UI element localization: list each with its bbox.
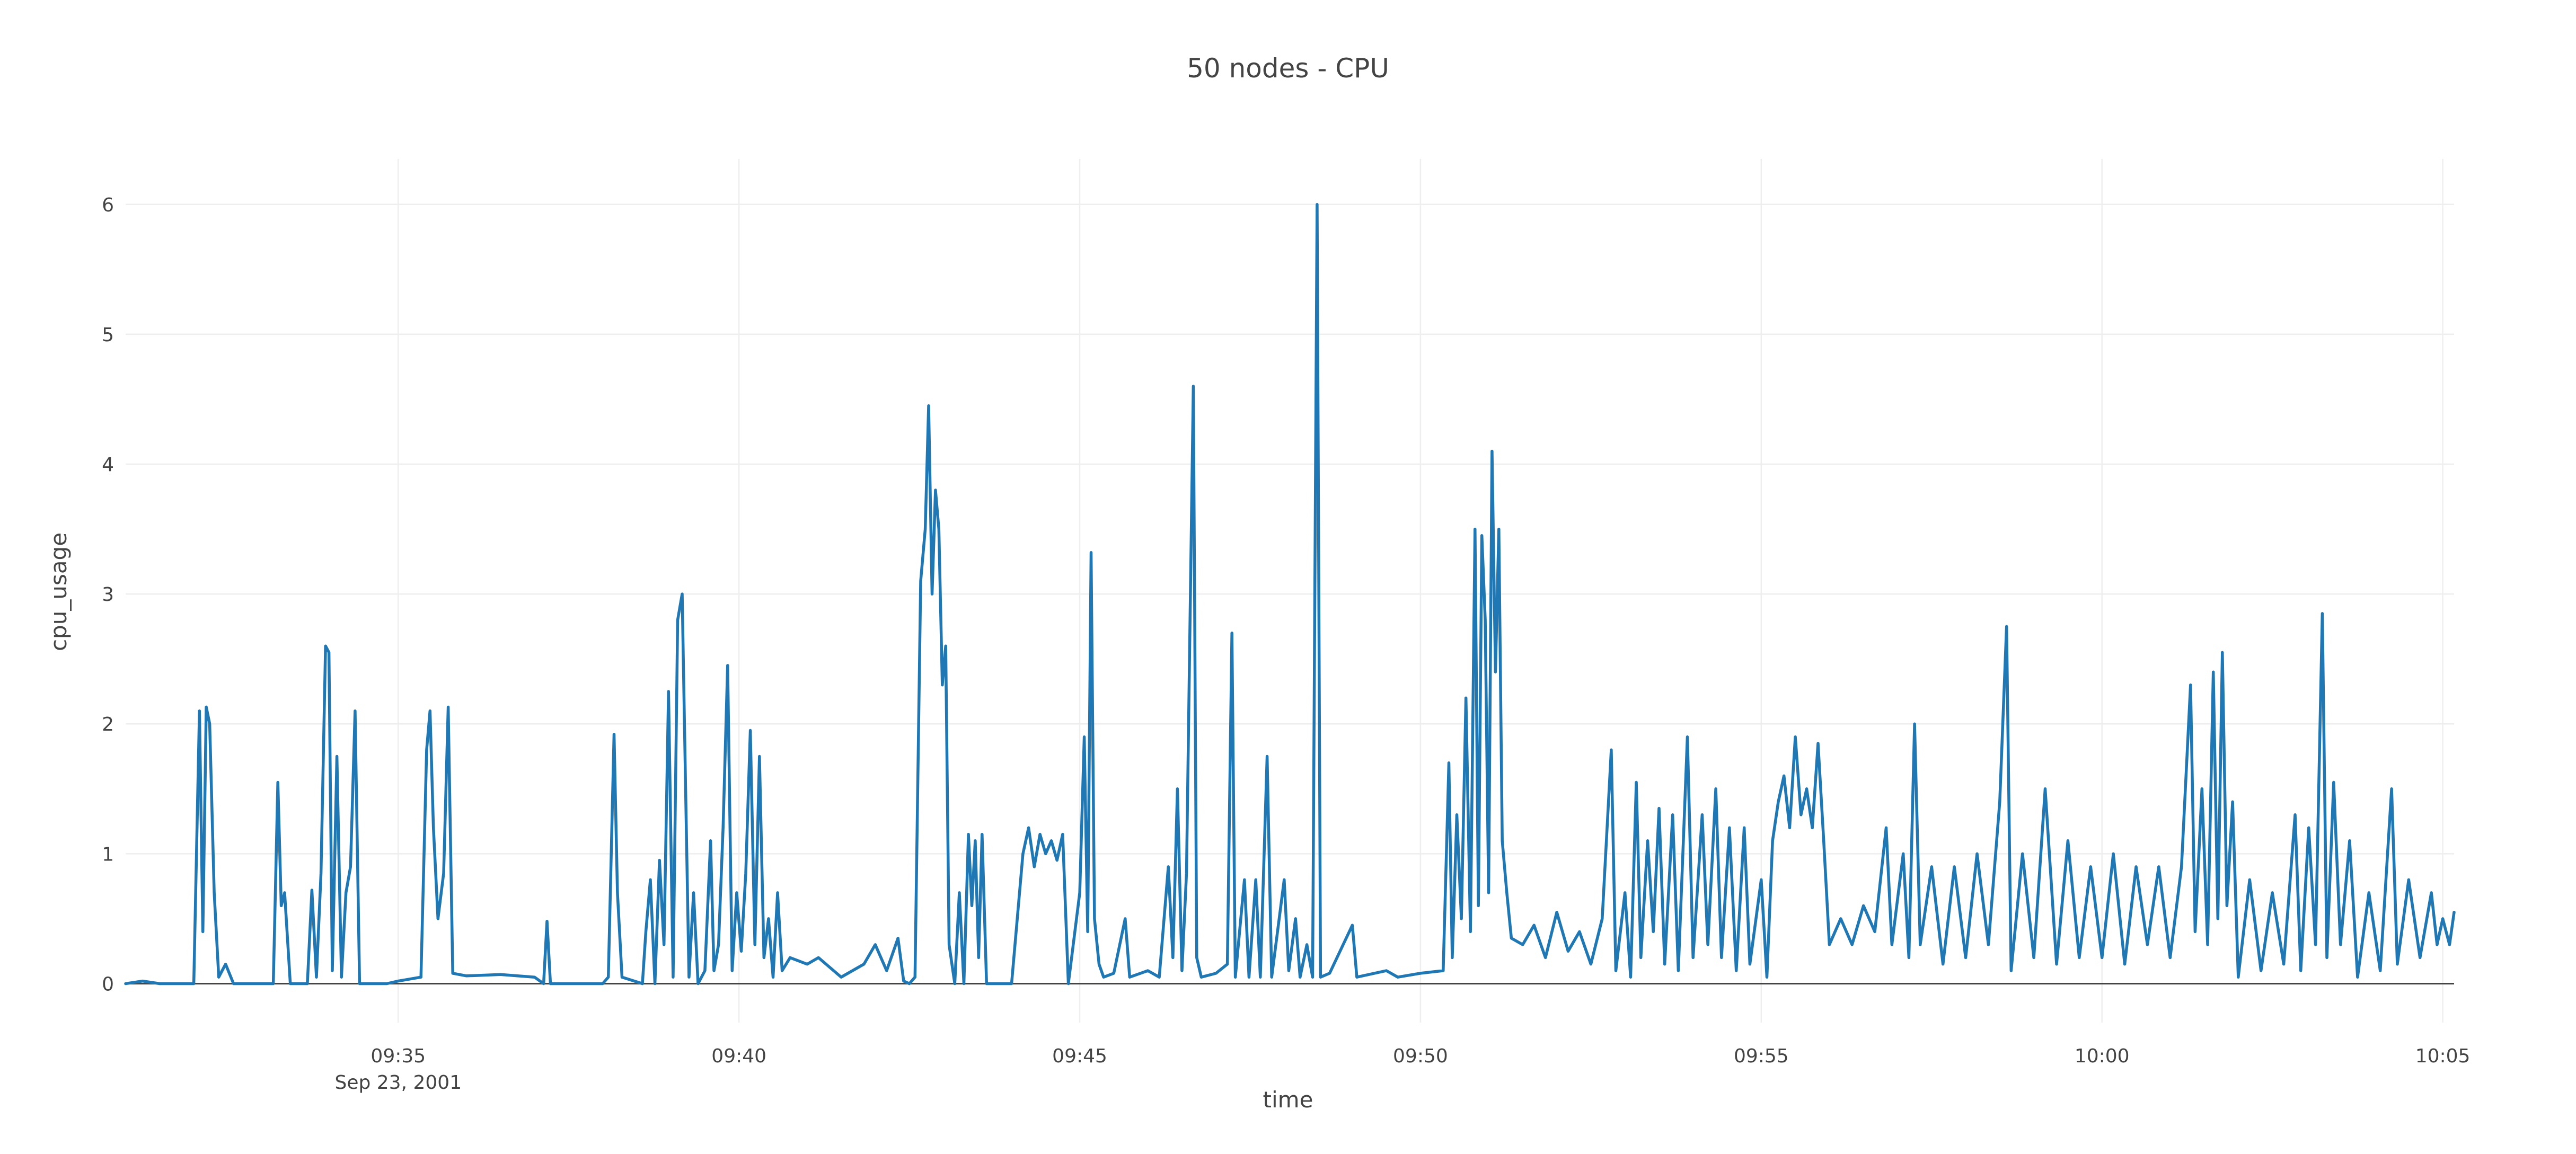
- x-gridlines: [398, 159, 2443, 1023]
- series-line: [124, 203, 2456, 986]
- x-tick-label: 10:05: [2415, 1045, 2471, 1067]
- x-tick-label: 09:50: [1393, 1045, 1448, 1067]
- x-tick-date-label: Sep 23, 2001: [334, 1072, 462, 1094]
- y-axis-title: cpu_usage: [46, 532, 72, 651]
- y-tick-label: 0: [102, 973, 114, 995]
- x-tick-label: 09:55: [1734, 1045, 1789, 1067]
- y-gridlines: [126, 203, 2454, 855]
- y-tick-label: 1: [102, 844, 114, 865]
- y-tick-label: 5: [102, 324, 114, 346]
- x-axis-ticks: 09:35 Sep 23, 2001 09:40 09:45 09:50 09:55 10:…: [334, 1045, 2470, 1094]
- y-axis-ticks: 0 1 2 3 4 5 6: [102, 194, 114, 996]
- y-tick-label: 3: [102, 584, 114, 606]
- y-tick-label: 2: [102, 714, 114, 735]
- x-tick-label: 09:35: [370, 1045, 426, 1067]
- chart-title: 50 nodes - CPU: [1187, 53, 1389, 84]
- x-tick-label: 09:40: [711, 1045, 766, 1067]
- x-tick-label: 10:00: [2075, 1045, 2130, 1067]
- x-axis-title: time: [1263, 1087, 1313, 1113]
- y-tick-label: 6: [102, 194, 114, 216]
- y-tick-label: 4: [102, 454, 114, 476]
- x-tick-label: 09:45: [1052, 1045, 1107, 1067]
